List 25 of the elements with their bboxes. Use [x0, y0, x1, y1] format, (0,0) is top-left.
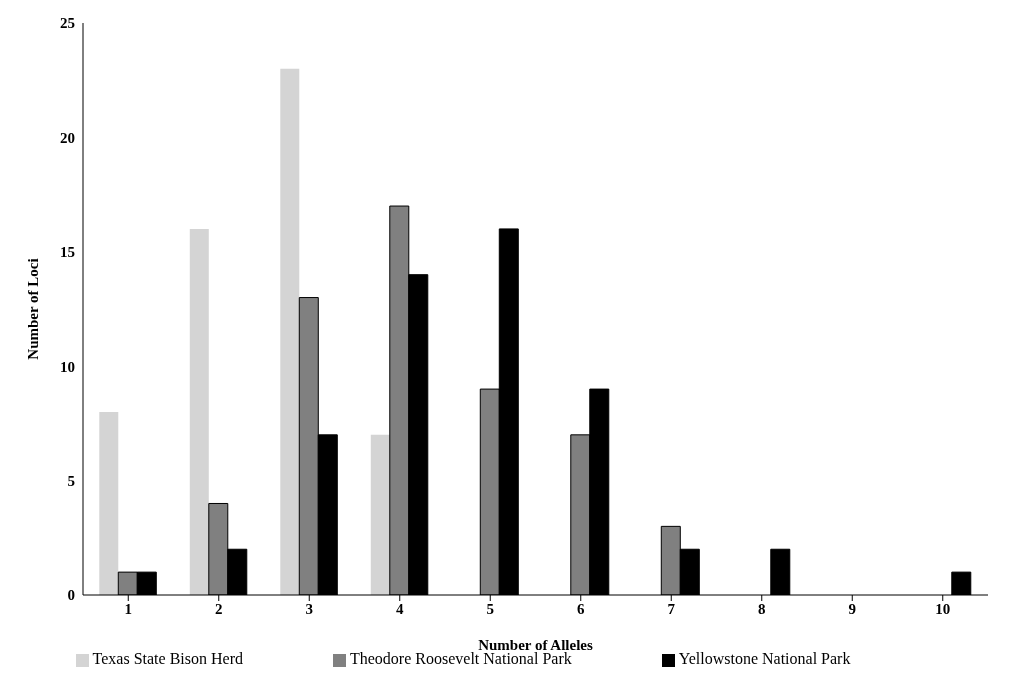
bar	[99, 411, 119, 595]
bar	[370, 434, 390, 595]
x-tick-label: 6	[577, 600, 585, 617]
x-tick-label: 4	[396, 600, 404, 617]
x-tick-label: 2	[215, 600, 223, 617]
x-tick-label: 5	[486, 600, 494, 617]
bar	[189, 228, 209, 595]
y-tick-label: 5	[67, 472, 75, 489]
legend-label: Yellowstone National Park	[678, 650, 851, 667]
y-axis-title: Number of Loci	[25, 258, 42, 360]
x-tick-label: 8	[758, 600, 766, 617]
legend-label: Texas State Bison Herd	[92, 650, 243, 667]
y-tick-label: 25	[60, 15, 75, 32]
x-tick-label: 10	[935, 600, 951, 617]
bar	[280, 68, 300, 595]
x-tick-label: 1	[124, 600, 132, 617]
x-tick-label: 7	[667, 600, 676, 617]
x-tick-label: 3	[305, 600, 313, 617]
y-tick-label: 20	[60, 129, 75, 146]
y-tick-label: 15	[60, 244, 75, 261]
x-tick-label: 9	[848, 600, 856, 617]
legend-label: Theodore Roosevelt National Park	[349, 650, 572, 667]
y-tick-label: 0	[67, 587, 75, 604]
y-tick-label: 10	[60, 358, 75, 375]
x-axis-title: Number of Alleles	[478, 637, 594, 653]
